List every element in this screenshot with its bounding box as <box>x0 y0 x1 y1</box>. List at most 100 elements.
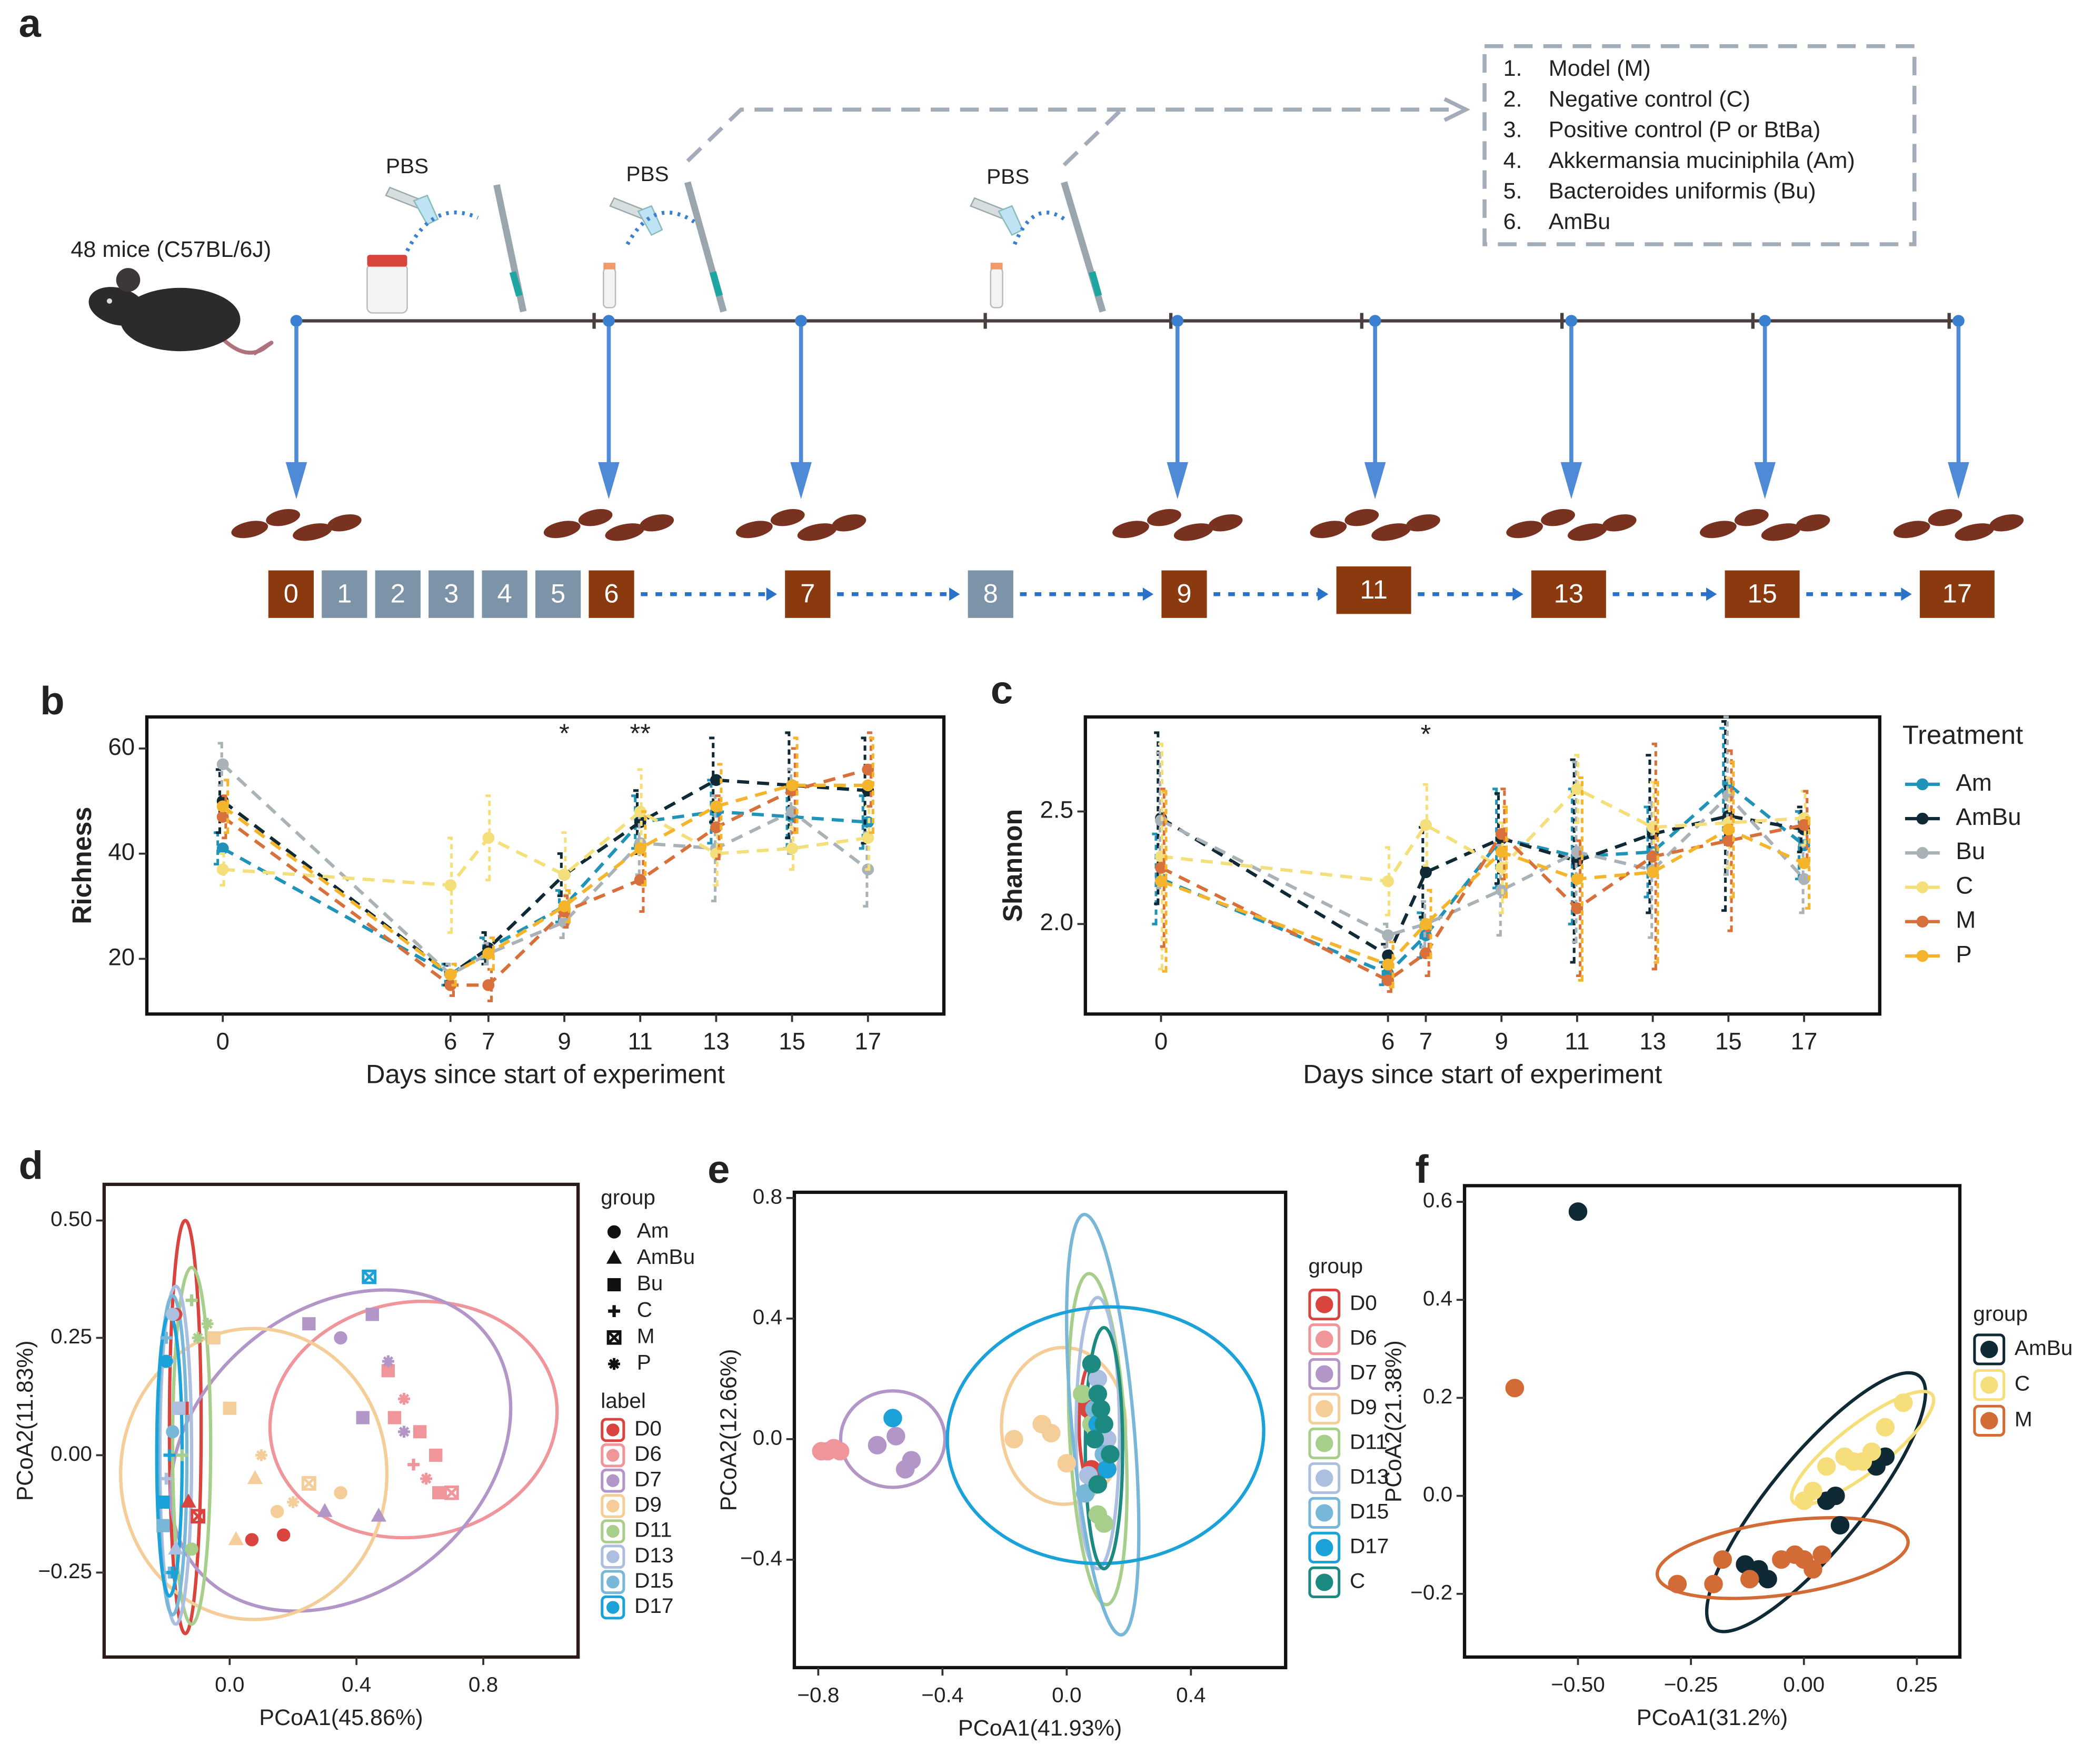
y-tick-label: 0.25 <box>51 1324 92 1348</box>
y-tick-label: 0.4 <box>1423 1286 1452 1310</box>
day-arrowhead <box>766 587 777 601</box>
legend-swatch <box>606 1576 620 1589</box>
treatment-label: PBS <box>626 162 669 186</box>
point <box>1876 1418 1895 1437</box>
legend-label: D9 <box>1350 1395 1377 1419</box>
point <box>407 1458 420 1471</box>
x-tick-label: 0.25 <box>1896 1672 1938 1697</box>
point <box>1155 875 1167 888</box>
feces <box>797 523 837 541</box>
error-bar <box>1653 781 1662 964</box>
legend-label: D15 <box>1350 1499 1389 1523</box>
point <box>1722 823 1735 836</box>
legend-swatch <box>1316 1539 1333 1557</box>
legend-label: M <box>2015 1407 2033 1431</box>
sample-node <box>1565 315 1578 327</box>
sample-arrowhead <box>1948 462 1969 500</box>
significance: * <box>1421 719 1431 749</box>
point <box>387 1411 402 1424</box>
syringe-needle <box>710 271 723 297</box>
sample-arrowhead <box>790 462 812 500</box>
point <box>1082 1354 1101 1373</box>
day-label: 15 <box>1747 579 1777 609</box>
error-bar <box>859 794 867 850</box>
transfer-arrow <box>1012 211 1070 245</box>
point <box>634 842 646 854</box>
feces <box>1147 509 1181 526</box>
legend-swatch <box>1916 778 1929 791</box>
plot-frame <box>1462 1184 1962 1659</box>
legend-label: D15 <box>634 1568 673 1592</box>
day-box <box>268 570 314 618</box>
day-box <box>535 570 581 618</box>
series-line <box>1160 782 1806 976</box>
point <box>163 1449 176 1461</box>
day-arrowhead <box>1901 587 1912 601</box>
bottle-cap <box>367 255 407 267</box>
point <box>1382 974 1394 986</box>
point <box>201 1318 214 1330</box>
legend-label: C <box>1350 1569 1365 1593</box>
legend-label: AmBu <box>637 1244 695 1269</box>
point <box>1830 1516 1850 1535</box>
point <box>868 1436 887 1454</box>
point <box>413 1425 427 1439</box>
point <box>710 800 722 813</box>
point <box>301 1476 316 1491</box>
legend-shape <box>608 1305 620 1317</box>
legend-shape <box>606 1330 622 1345</box>
legend-swatch <box>606 1499 620 1513</box>
legend-label: C <box>1956 872 1973 899</box>
point <box>634 874 646 886</box>
point <box>786 779 799 792</box>
point <box>1647 850 1659 863</box>
sample-arrowhead <box>1560 462 1582 500</box>
pbs-tube <box>413 194 439 226</box>
legend-swatch <box>1916 812 1929 825</box>
x-axis-title: Days since start of experiment <box>366 1059 725 1089</box>
point <box>1420 866 1432 879</box>
point <box>444 969 457 981</box>
syringe-needle <box>509 271 523 297</box>
x-tick-label: 0.4 <box>342 1672 371 1697</box>
day-arrowhead <box>1706 587 1717 601</box>
y-tick-label: 60 <box>108 733 135 760</box>
legend-label: D9 <box>634 1492 662 1517</box>
legend-shape <box>607 1278 621 1292</box>
point <box>185 1294 198 1307</box>
point <box>160 1332 173 1344</box>
point <box>1088 1475 1108 1494</box>
y-tick-label: 0.6 <box>1423 1188 1452 1212</box>
legend-swatch <box>1316 1330 1333 1348</box>
error-bar <box>1500 788 1509 881</box>
day-label: 2 <box>391 579 405 609</box>
feces <box>640 514 674 532</box>
feces <box>1406 514 1440 532</box>
legend-label: D7 <box>634 1467 662 1491</box>
y-tick-label: 0.2 <box>1423 1384 1452 1408</box>
feces <box>1955 523 1995 541</box>
error-bar <box>1725 776 1734 869</box>
point <box>160 1354 173 1368</box>
y-tick-label: −0.4 <box>740 1546 782 1570</box>
point <box>1713 1550 1732 1569</box>
x-tick-label: 15 <box>1715 1028 1742 1055</box>
group-name: Model (M) <box>1549 56 1651 81</box>
x-tick-label: −0.25 <box>1664 1672 1718 1697</box>
feces <box>1700 521 1737 539</box>
feces <box>1371 523 1411 541</box>
sample-node <box>1171 315 1184 327</box>
error-bar <box>1578 776 1587 982</box>
feces <box>1734 509 1769 526</box>
day-label: 1 <box>337 579 352 609</box>
feces <box>1541 509 1575 526</box>
point <box>1722 834 1735 847</box>
mouse-eye <box>106 298 113 304</box>
point <box>1420 947 1432 960</box>
series-line <box>222 783 868 977</box>
point <box>1094 1414 1113 1433</box>
point <box>166 1425 180 1439</box>
x-tick-label: 15 <box>779 1028 805 1055</box>
feces <box>1506 521 1543 539</box>
point <box>398 1393 410 1405</box>
